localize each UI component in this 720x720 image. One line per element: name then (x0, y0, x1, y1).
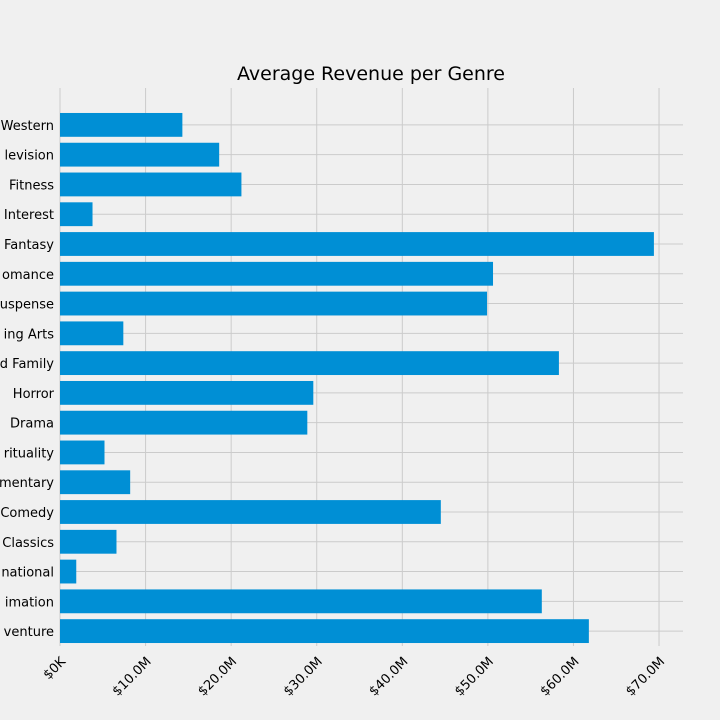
bar-horror (60, 380, 314, 405)
x-tick-label: $0K (41, 654, 70, 683)
x-tick-label: $20.0M (195, 654, 240, 699)
bar-fitness (60, 172, 242, 197)
bar-suspense (60, 291, 488, 316)
category-label: Fitness (9, 178, 54, 193)
bar-television (60, 142, 220, 167)
category-label: mentary (0, 476, 54, 491)
category-label: Drama (10, 417, 54, 432)
bar-adventure (60, 619, 589, 644)
bar-western (60, 112, 183, 137)
category-label: omance (2, 268, 54, 283)
bar-classics (60, 529, 117, 554)
x-tick-label: $30.0M (281, 654, 326, 699)
x-tick-label: $60.0M (538, 654, 583, 699)
category-label: national (1, 566, 54, 581)
bar-layer (60, 112, 654, 644)
category-label: rituality (4, 446, 55, 461)
bar-international (60, 559, 77, 584)
category-label: Western (1, 119, 54, 134)
bar-comedy (60, 500, 441, 524)
bar-animation (60, 589, 542, 614)
x-tick-label: $40.0M (366, 654, 411, 699)
bar-fantasy (60, 232, 654, 256)
bar-special-interest (60, 202, 93, 227)
category-label: levision (5, 149, 55, 164)
bar-drama (60, 410, 308, 435)
category-label: Interest (4, 208, 54, 223)
category-label: uspense (0, 298, 54, 313)
category-label: Horror (13, 387, 55, 402)
category-label: Classics (2, 536, 54, 551)
category-label: Fantasy (4, 238, 54, 253)
category-label: venture (4, 625, 54, 640)
x-tick-label: $50.0M (452, 654, 497, 699)
bar-documentary (60, 470, 131, 495)
category-label: d Family (0, 357, 54, 372)
bar-kids-and-family (60, 351, 559, 376)
bar-romance (60, 261, 494, 286)
x-tick-label: $70.0M (623, 654, 668, 699)
bar-performing-arts (60, 321, 124, 346)
category-label: Comedy (0, 506, 54, 521)
bar-faith-spirituality (60, 440, 105, 465)
chart-title: Average Revenue per Genre (237, 63, 505, 85)
category-label: imation (5, 595, 54, 610)
category-label: ing Arts (4, 327, 55, 342)
category-labels: venture imation national Classics Comedy ment… (0, 119, 55, 640)
x-tick-labels: $0K $10.0M $20.0M $30.0M $40.0M $50.0M $60.0M $… (41, 654, 668, 699)
x-tick-label: $10.0M (110, 654, 155, 699)
